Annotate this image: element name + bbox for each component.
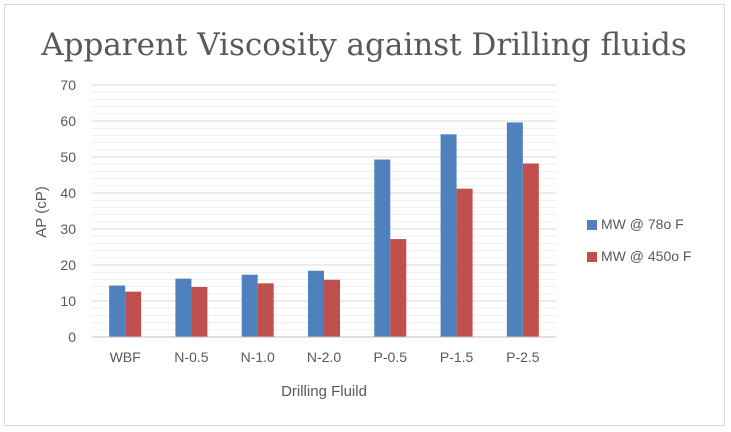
legend-swatch <box>587 252 597 262</box>
bar-series2-n-0_5 <box>191 287 207 337</box>
bar-series1-p-1_5 <box>441 134 457 337</box>
legend-swatch <box>587 220 597 230</box>
y-tick-label: 20 <box>60 257 76 273</box>
bar-series2-n-2_0 <box>324 280 340 337</box>
bars <box>109 122 539 337</box>
legend-label: MW @ 78o F <box>601 216 684 232</box>
x-tick-label: N-2.0 <box>307 349 341 365</box>
bar-series2-wbf <box>125 292 141 337</box>
y-axis-ticks: 0 10 20 30 40 50 60 70 <box>60 77 76 345</box>
bar-series1-n-0_5 <box>175 279 191 337</box>
bar-series2-n-1_0 <box>258 283 274 337</box>
x-tick-label: N-0.5 <box>174 349 208 365</box>
y-tick-label: 70 <box>60 77 76 93</box>
bar-series1-n-1_0 <box>242 275 258 337</box>
x-tick-label: N-1.0 <box>241 349 275 365</box>
x-axis-ticks: WBF N-0.5 N-1.0 N-2.0 P-0.5 P-1.5 P-2.5 <box>110 349 540 365</box>
bar-series1-p-2_5 <box>507 122 523 337</box>
legend: MW @ 78o F MW @ 450o F <box>587 216 691 264</box>
x-tick-label: P-0.5 <box>374 349 408 365</box>
bar-series2-p-0_5 <box>390 239 406 337</box>
y-tick-label: 30 <box>60 221 76 237</box>
y-tick-label: 60 <box>60 113 76 129</box>
chart-title: Apparent Viscosity against Drilling flui… <box>40 27 687 63</box>
x-tick-label: P-1.5 <box>440 349 474 365</box>
bar-series1-n-2_0 <box>308 271 324 337</box>
y-tick-label: 50 <box>60 149 76 165</box>
legend-label: MW @ 450o F <box>601 248 691 264</box>
y-tick-label: 0 <box>68 329 76 345</box>
bar-series1-wbf <box>109 286 125 337</box>
bar-series2-p-1_5 <box>457 189 473 337</box>
y-tick-label: 40 <box>60 185 76 201</box>
y-axis-label: AP (cP) <box>33 186 50 237</box>
bar-series1-p-0_5 <box>374 160 390 337</box>
bar-series2-p-2_5 <box>523 163 539 337</box>
x-tick-label: P-2.5 <box>506 349 540 365</box>
x-tick-label: WBF <box>110 349 141 365</box>
y-tick-label: 10 <box>60 293 76 309</box>
x-axis-label: Drilling Fluild <box>281 383 367 400</box>
